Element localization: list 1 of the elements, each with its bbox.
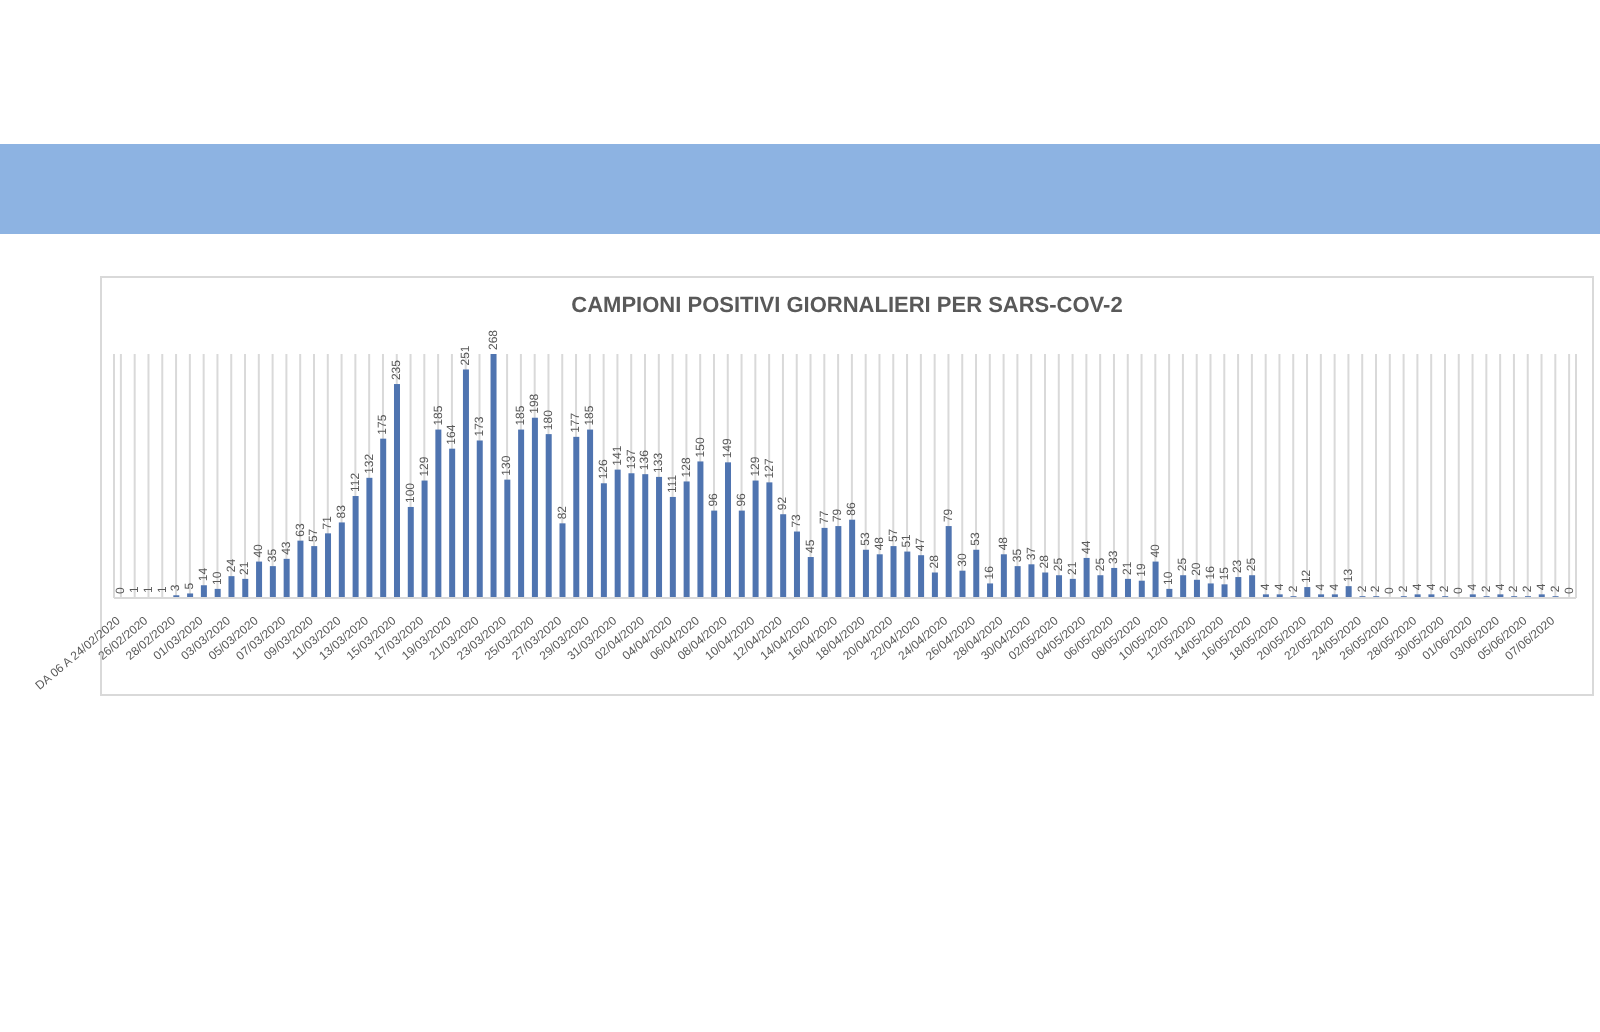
chart-title: CAMPIONI POSITIVI GIORNALIERI PER SARS-COV-2 (569, 294, 1125, 318)
